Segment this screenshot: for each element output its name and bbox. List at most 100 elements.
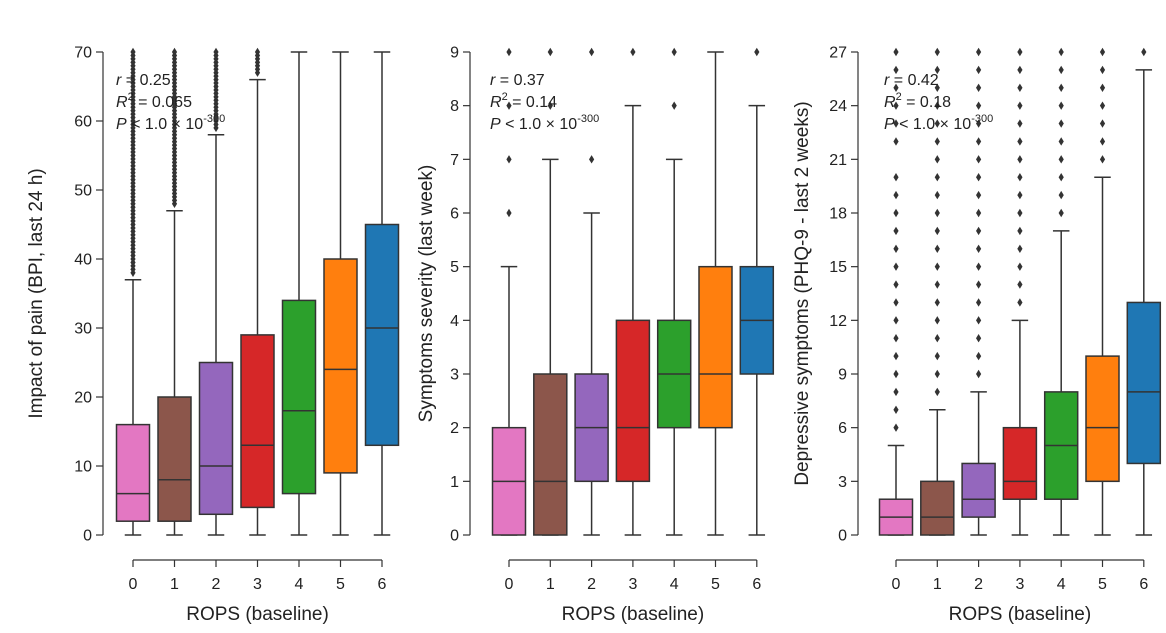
y-axis-label: Depressive symptoms (PHQ-9 - last 2 week…	[792, 101, 813, 485]
outlier-point	[893, 334, 899, 343]
outlier-point	[1017, 83, 1023, 92]
outlier-point	[1099, 155, 1106, 164]
outlier-point	[976, 298, 982, 307]
box-body	[533, 373, 568, 536]
x-tick-label: 0	[892, 576, 901, 593]
stat-p: P < 1.0 × 10-300	[884, 113, 993, 133]
box-body	[698, 265, 733, 429]
y-tick-label: 2	[450, 420, 459, 437]
y-tick-label: 27	[829, 45, 847, 62]
y-tick-label: 3	[450, 367, 459, 384]
box-2	[961, 47, 996, 536]
y-tick-label: 9	[450, 45, 459, 62]
outlier-point	[893, 47, 899, 57]
stat-p-value: < 1.0 × 10	[501, 116, 578, 133]
outlier-point	[630, 47, 636, 57]
y-axis-label: Impact of pain (BPI, last 24 h)	[26, 168, 47, 418]
outlier-point	[547, 47, 553, 57]
outlier-point	[976, 316, 982, 325]
outlier-point	[1017, 190, 1023, 200]
x-tick-label: 4	[1057, 576, 1066, 593]
outlier-point	[1058, 137, 1064, 146]
box-body	[198, 361, 234, 516]
stat-r2-value: = 0.065	[134, 94, 192, 111]
outlier-point	[934, 226, 940, 236]
x-tick-label: 4	[295, 576, 304, 593]
stat-r2-sup: 2	[502, 91, 508, 103]
outlier-point	[934, 280, 940, 289]
stat-r2-label: R	[884, 94, 896, 111]
x-tick-label: 1	[170, 576, 179, 593]
outlier-point	[1017, 137, 1023, 146]
y-axis-label: Symptoms severity (last week)	[416, 165, 437, 423]
box-body	[615, 319, 651, 483]
x-tick-label: 2	[974, 576, 983, 593]
stat-p: P < 1.0 × 10-300	[490, 113, 599, 133]
outlier-point	[934, 351, 940, 361]
stat-r: r = 0.25	[116, 72, 171, 89]
box-4	[656, 47, 692, 536]
box-2	[574, 47, 609, 536]
stat-p-value: < 1.0 × 10	[127, 116, 204, 133]
outlier-point	[976, 83, 982, 92]
outlier-point	[934, 101, 940, 110]
outlier-point	[671, 101, 677, 110]
outlier-point	[976, 280, 982, 289]
box-4	[1043, 47, 1079, 536]
y-tick-label: 0	[83, 528, 92, 545]
outlier-point	[893, 173, 899, 182]
outlier-point	[1058, 119, 1064, 128]
x-tick-label: 6	[378, 576, 387, 593]
box-body	[1085, 355, 1120, 483]
outlier-point	[1058, 155, 1064, 164]
box-3	[615, 47, 651, 536]
outlier-point	[506, 155, 512, 164]
y-tick-label: 0	[450, 528, 459, 545]
box-1	[157, 47, 192, 536]
box-1	[533, 47, 568, 536]
outlier-point	[893, 65, 899, 75]
box-5	[1085, 47, 1120, 536]
box-body	[240, 334, 275, 509]
box-body	[281, 299, 317, 495]
stat-r2-sup: 2	[896, 91, 902, 103]
box-0	[115, 47, 151, 536]
outlier-point	[589, 47, 595, 57]
stat-r2-value: = 0.18	[902, 94, 951, 111]
x-tick-label: 2	[212, 576, 221, 593]
outlier-point	[1058, 65, 1064, 75]
y-tick-label: 24	[829, 98, 847, 115]
y-tick-label: 60	[74, 114, 92, 131]
outlier-point	[1099, 47, 1106, 57]
x-tick-label: 0	[505, 576, 514, 593]
outlier-point	[934, 65, 940, 75]
box-body	[323, 258, 358, 474]
outlier-point	[934, 155, 940, 164]
outlier-point	[893, 298, 899, 307]
y-tick-label: 8	[450, 98, 459, 115]
x-axis-label: ROPS (baseline)	[949, 604, 1092, 625]
outlier-point	[893, 405, 899, 414]
outlier-point	[893, 119, 899, 128]
outlier-point	[1058, 190, 1064, 200]
x-tick-label: 1	[933, 576, 942, 593]
outlier-point	[1017, 119, 1023, 128]
stat-p-label: P	[116, 116, 127, 133]
outlier-point	[1017, 208, 1023, 218]
outlier-point	[171, 47, 178, 57]
y-tick-label: 10	[74, 459, 92, 476]
outlier-point	[976, 173, 982, 182]
y-tick-label: 6	[838, 420, 847, 437]
outlier-point	[1099, 83, 1106, 92]
outlier-point	[934, 190, 940, 200]
y-tick-label: 12	[829, 313, 847, 330]
outlier-point	[976, 101, 982, 110]
outlier-point	[934, 262, 940, 271]
outlier-point	[1099, 119, 1106, 128]
stat-r-label: r	[116, 72, 122, 89]
stat-r-value: = 0.42	[889, 72, 938, 89]
